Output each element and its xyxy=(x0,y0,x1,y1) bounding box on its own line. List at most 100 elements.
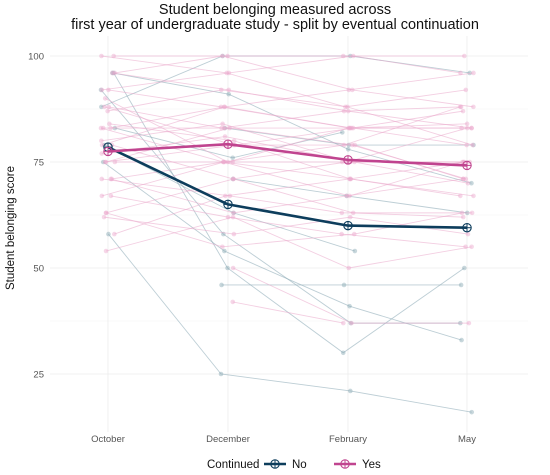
student-yes-point xyxy=(344,193,350,199)
student-no-point xyxy=(352,248,358,254)
student-yes-point xyxy=(351,231,357,237)
student-yes-point xyxy=(341,320,346,326)
legend: Continued No Yes xyxy=(207,459,381,471)
student-yes-point xyxy=(345,104,350,110)
student-yes-point xyxy=(107,121,112,127)
student-no-point xyxy=(340,350,346,356)
y-tick-label: 75 xyxy=(33,158,44,169)
student-yes-point xyxy=(464,142,469,148)
student-yes-point xyxy=(230,299,236,305)
student-yes-point xyxy=(458,70,463,76)
student-no-point xyxy=(99,104,104,110)
student-yes-line xyxy=(101,55,461,91)
student-yes-point xyxy=(98,125,104,131)
x-tick-label: December xyxy=(206,434,250,445)
student-no-point xyxy=(345,146,351,152)
student-yes-line xyxy=(105,98,468,163)
student-yes-point xyxy=(220,53,225,59)
student-yes-point xyxy=(112,231,117,237)
student-yes-point xyxy=(349,320,354,326)
legend-label-yes: Yes xyxy=(362,459,381,471)
x-tick-label: May xyxy=(458,434,476,445)
student-yes-line xyxy=(101,55,466,108)
student-yes-point xyxy=(222,134,228,139)
student-yes-line xyxy=(111,161,463,197)
student-yes-point xyxy=(464,121,470,127)
student-no-point xyxy=(469,180,474,186)
student-yes-line xyxy=(101,136,468,184)
student-yes-point xyxy=(463,176,469,182)
student-yes-point xyxy=(99,193,105,199)
student-yes-point xyxy=(103,248,109,254)
student-yes-line xyxy=(232,301,344,324)
student-no-point xyxy=(458,282,464,288)
legend-label-no: No xyxy=(292,459,307,471)
student-yes-point xyxy=(218,87,224,93)
student-yes-point xyxy=(469,210,475,216)
student-no-point xyxy=(98,87,104,93)
student-yes-point xyxy=(227,125,232,131)
student-yes-point xyxy=(99,151,105,156)
student-yes-point xyxy=(99,142,105,148)
student-yes-point xyxy=(341,108,347,114)
student-yes-point xyxy=(102,104,107,110)
y-axis-ticks: 25 50 75 100 xyxy=(28,52,44,381)
student-yes-point xyxy=(102,96,108,101)
student-yes-point xyxy=(469,125,475,131)
student-no-line xyxy=(114,127,343,159)
student-yes-point xyxy=(101,214,107,220)
student-yes-point xyxy=(466,320,472,326)
student-no-point xyxy=(340,130,345,135)
student-yes-point xyxy=(470,142,475,148)
student-yes-point xyxy=(463,87,469,93)
student-yes-point xyxy=(102,159,108,165)
student-no-point xyxy=(110,70,115,76)
student-yes-line xyxy=(109,123,474,197)
y-tick-label: 50 xyxy=(33,264,44,275)
student-yes-point xyxy=(99,53,104,59)
student-no-point xyxy=(462,265,467,271)
student-yes-point xyxy=(460,176,466,182)
student-yes-point xyxy=(231,176,236,182)
chart-title-line1: Student belonging measured across xyxy=(159,2,391,18)
student-yes-line xyxy=(114,55,474,108)
student-no-line xyxy=(112,72,472,184)
student-yes-point xyxy=(465,180,471,186)
student-yes-line xyxy=(105,216,472,269)
student-yes-point xyxy=(108,125,113,131)
mean-line-no xyxy=(107,145,468,230)
student-yes-point xyxy=(112,70,118,76)
student-no-line xyxy=(108,233,472,413)
grid xyxy=(50,36,528,432)
student-yes-point xyxy=(230,214,236,220)
student-yes-point xyxy=(106,87,111,93)
student-yes-line xyxy=(110,106,464,129)
chart-title-line2: first year of undergraduate study - spli… xyxy=(71,17,479,33)
student-yes-point xyxy=(349,87,355,93)
legend-title: Continued xyxy=(207,459,259,471)
student-no-point xyxy=(348,388,353,394)
student-yes-point xyxy=(460,214,466,220)
student-yes-point xyxy=(346,265,352,271)
x-axis-ticks: October December February May xyxy=(91,434,476,445)
student-yes-point xyxy=(99,87,105,93)
student-no-point xyxy=(218,371,224,377)
student-yes-line xyxy=(232,267,469,324)
student-yes-line xyxy=(114,161,465,235)
student-yes-point xyxy=(459,210,465,216)
student-no-point xyxy=(226,91,231,97)
student-yes-point xyxy=(346,125,351,131)
student-yes-line xyxy=(104,106,464,180)
student-yes-point xyxy=(226,70,232,76)
individual-lines-no xyxy=(98,53,476,415)
student-yes-point xyxy=(460,108,466,114)
student-no-point xyxy=(225,265,230,271)
student-yes-point xyxy=(350,210,356,216)
student-yes-point xyxy=(462,53,467,59)
student-yes-point xyxy=(339,210,345,216)
student-yes-point xyxy=(221,104,227,110)
student-yes-line xyxy=(110,178,464,214)
student-no-point xyxy=(106,231,111,237)
student-yes-point xyxy=(108,193,114,199)
student-yes-point xyxy=(231,210,236,216)
